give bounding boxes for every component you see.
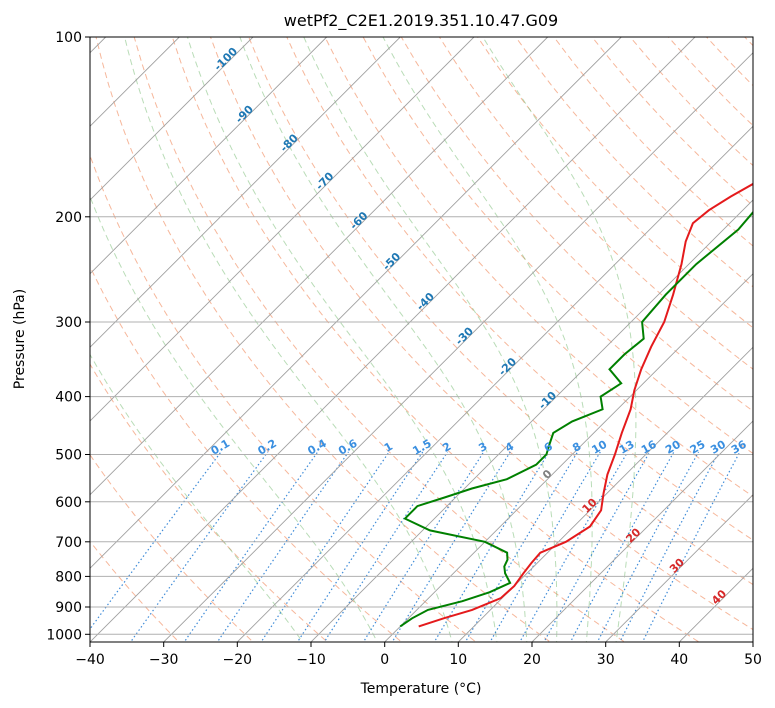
skewt-chart: wetPf2_C2E1.2019.351.10.47.G09 -100-90-8… xyxy=(0,0,775,708)
y-tick-label: 800 xyxy=(55,569,82,585)
x-tick-label: −30 xyxy=(149,652,179,668)
figure-background xyxy=(0,0,775,708)
y-tick-label: 300 xyxy=(55,315,82,331)
y-axis-label: Pressure (hPa) xyxy=(12,289,28,389)
chart-title: wetPf2_C2E1.2019.351.10.47.G09 xyxy=(284,11,558,31)
x-tick-label: −10 xyxy=(296,652,326,668)
x-tick-label: 30 xyxy=(597,652,615,668)
x-tick-label: −40 xyxy=(75,652,105,668)
x-tick-label: 20 xyxy=(523,652,541,668)
y-tick-label: 900 xyxy=(55,600,82,616)
x-tick-label: 0 xyxy=(380,652,389,668)
y-tick-label: 200 xyxy=(55,210,82,226)
x-tick-label: 10 xyxy=(449,652,467,668)
y-tick-label: 400 xyxy=(55,390,82,406)
x-tick-label: 40 xyxy=(670,652,688,668)
x-tick-label: 50 xyxy=(744,652,762,668)
y-tick-label: 500 xyxy=(55,448,82,464)
x-tick-label: −20 xyxy=(223,652,253,668)
y-tick-label: 600 xyxy=(55,495,82,511)
y-tick-label: 100 xyxy=(55,30,82,46)
y-tick-label: 700 xyxy=(55,535,82,551)
x-axis-label: Temperature (°C) xyxy=(360,681,482,697)
y-tick-label: 1000 xyxy=(46,627,82,643)
